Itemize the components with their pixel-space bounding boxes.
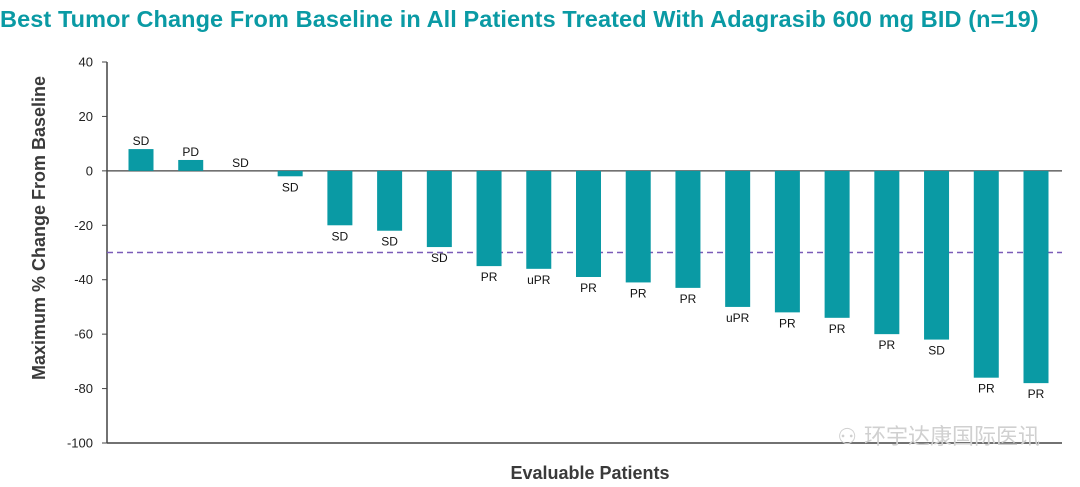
bar [128,149,154,171]
bar [426,170,452,248]
y-tick-label: 20 [79,109,93,124]
bar-label: PR [878,338,895,352]
y-tick-label: -40 [74,272,93,287]
bar [178,159,204,171]
bar-label: PR [829,322,846,336]
bar-label: PR [680,292,697,306]
bar-label: PR [481,270,498,284]
bar [874,170,900,335]
wechat-icon: ⚇ [837,425,864,450]
bar-labels: SD PD SD SD SD SD SD PR uPR PR PR PR uPR PR PR PR SD PR PR [133,134,1045,401]
watermark-text: 环宇达康国际医讯 [863,425,1040,450]
bar [675,170,701,288]
y-tick-label: 0 [86,163,93,178]
x-axis-title: Evaluable Patients [510,463,669,483]
bar-label: SD [232,156,249,170]
bar-label: SD [928,344,945,358]
bar-label: PD [182,145,199,159]
bar [526,170,552,269]
bar [824,170,850,318]
bar [774,170,800,313]
bar-label: PR [580,281,597,295]
bar [277,170,303,177]
bar-label: uPR [726,311,750,325]
y-tick-label: -60 [74,327,93,342]
chart-title: Best Tumor Change From Baseline in All P… [0,6,1039,32]
y-tick-label: -100 [67,436,93,451]
bar-label: PR [1028,387,1045,401]
bar-label: SD [282,180,299,194]
y-tick-label: -80 [74,381,93,396]
bars [128,149,1049,384]
bar [973,170,999,378]
bar-label: PR [978,382,995,396]
y-tick-label: -20 [74,218,93,233]
bar [1023,170,1049,384]
bar [576,170,601,277]
bar-label: SD [431,251,448,265]
watermark: ⚇ 环宇达康国际医讯 [837,419,1040,451]
bar-label: PR [779,316,796,330]
bar-label: PR [630,286,647,300]
bar-label: SD [381,235,398,249]
bar [377,170,403,231]
bar [476,170,502,267]
bar [924,170,950,340]
bar [327,170,353,226]
bar [625,170,651,283]
y-axis-title: Maximum % Change From Baseline [29,76,49,380]
y-tick-label: 40 [79,55,93,70]
bar-label: uPR [527,273,551,287]
bar-label: SD [332,229,349,243]
bar-label: SD [133,134,150,148]
bar [725,170,751,307]
